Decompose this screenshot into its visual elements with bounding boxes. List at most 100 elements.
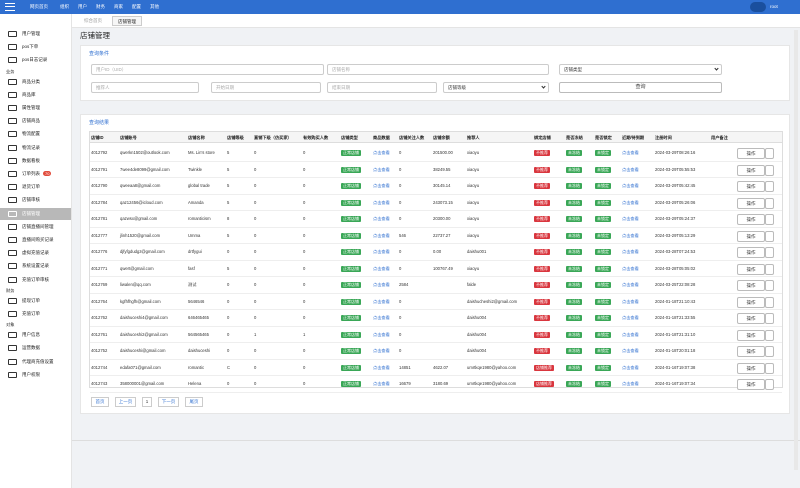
sidebar-item[interactable]: 数据看板	[0, 155, 71, 167]
tab[interactable]: 综合首页	[84, 18, 102, 23]
sidebar-item[interactable]: 属性管理	[0, 102, 71, 114]
view-link[interactable]: 点击查看	[622, 166, 639, 172]
action-button[interactable]: 操作	[737, 164, 765, 176]
action-dropdown[interactable]	[765, 214, 774, 225]
view-link[interactable]: 点击查看	[622, 232, 639, 238]
action-dropdown[interactable]	[765, 313, 774, 324]
pagination-button[interactable]: 上一页	[115, 397, 136, 407]
sidebar-item[interactable]: 代理商充值设置	[0, 356, 71, 368]
sidebar-item[interactable]: 物流配置	[0, 128, 71, 140]
nav-menu-item[interactable]: 组织	[60, 4, 69, 9]
action-dropdown[interactable]	[765, 362, 774, 374]
sidebar-item[interactable]: 店铺管理	[0, 207, 71, 220]
action-dropdown[interactable]	[765, 329, 774, 341]
chat-icon[interactable]	[750, 2, 766, 12]
sidebar-item[interactable]: 退货订单	[0, 181, 71, 193]
view-link[interactable]: 点击查看	[373, 282, 390, 287]
view-link[interactable]: 点击查看	[373, 166, 390, 172]
action-dropdown[interactable]	[765, 247, 774, 258]
view-link[interactable]: 点击查看	[373, 265, 390, 271]
pagination-button[interactable]: 下一页	[158, 397, 179, 407]
sidebar-item[interactable]: 用户信息	[0, 329, 71, 341]
view-link[interactable]: 点击查看	[373, 232, 390, 238]
view-link[interactable]: 点击查看	[373, 249, 390, 254]
action-button[interactable]: 操作	[737, 329, 765, 341]
sidebar-item[interactable]: 订单列表 70	[0, 168, 71, 180]
sidebar-item[interactable]: 运营数据	[0, 342, 71, 354]
view-link[interactable]: 点击查看	[622, 183, 639, 188]
action-dropdown[interactable]	[765, 230, 774, 242]
view-link[interactable]: 点击查看	[622, 150, 639, 155]
action-button[interactable]: 操作	[737, 181, 765, 192]
action-dropdown[interactable]	[765, 280, 774, 291]
view-link[interactable]: 点击查看	[622, 199, 639, 205]
view-link[interactable]: 点击查看	[622, 282, 639, 287]
text-input[interactable]: 结束日期	[327, 82, 437, 93]
action-dropdown[interactable]	[765, 197, 774, 209]
sidebar-item[interactable]: 提现订单	[0, 295, 71, 307]
text-input[interactable]: 用户ID（UID）	[91, 64, 324, 75]
view-link[interactable]: 点击查看	[373, 364, 390, 370]
sidebar-item[interactable]: 虚拟充值记录	[0, 247, 71, 259]
select[interactable]: 店铺等级	[443, 82, 549, 93]
text-input[interactable]: 店铺名称	[327, 64, 549, 75]
view-link[interactable]: 点击查看	[622, 265, 639, 271]
view-link[interactable]: 点击查看	[373, 199, 390, 205]
sidebar-item[interactable]: 商品分类	[0, 76, 71, 88]
view-link[interactable]: 点击查看	[622, 249, 639, 254]
sidebar-item[interactable]: 充值订单审核	[0, 274, 71, 286]
sidebar-item[interactable]: pos下单	[0, 41, 71, 53]
action-dropdown[interactable]	[765, 148, 774, 159]
view-link[interactable]: 点击查看	[373, 381, 390, 386]
view-link[interactable]: 点击查看	[622, 298, 639, 304]
search-button[interactable]: 查询	[559, 82, 722, 93]
sidebar-item[interactable]: 用户权限	[0, 369, 71, 381]
nav-menu-item[interactable]: 商家	[114, 4, 123, 9]
sidebar-item[interactable]: 店铺直播间管理	[0, 221, 71, 233]
action-button[interactable]: 操作	[737, 296, 765, 308]
tab[interactable]: 店铺管理	[112, 16, 142, 26]
action-dropdown[interactable]	[765, 181, 774, 192]
sidebar-item[interactable]: 店铺审核	[0, 194, 71, 206]
view-link[interactable]: 点击查看	[622, 364, 639, 370]
sidebar-item[interactable]: 用户管理	[0, 28, 71, 40]
text-input[interactable]: 开始日期	[211, 82, 321, 93]
action-dropdown[interactable]	[765, 379, 774, 390]
action-button[interactable]: 操作	[737, 247, 765, 258]
view-link[interactable]: 点击查看	[373, 216, 390, 221]
action-button[interactable]: 操作	[737, 346, 765, 357]
action-button[interactable]: 操作	[737, 230, 765, 242]
action-button[interactable]: 操作	[737, 214, 765, 225]
view-link[interactable]: 点击查看	[373, 183, 390, 188]
pagination-button[interactable]: 首页	[91, 397, 109, 407]
sidebar-item[interactable]: 直播间购买记录	[0, 234, 71, 246]
action-button[interactable]: 操作	[737, 313, 765, 324]
pagination-button[interactable]: 1	[142, 397, 152, 407]
select[interactable]: 店铺类型	[559, 64, 722, 75]
menu-toggle[interactable]	[5, 3, 15, 11]
nav-menu-item[interactable]: 其他	[150, 4, 159, 9]
view-link[interactable]: 点击查看	[373, 331, 390, 337]
view-link[interactable]: 点击查看	[622, 381, 639, 386]
view-link[interactable]: 点击查看	[373, 298, 390, 304]
view-link[interactable]: 点击查看	[373, 150, 390, 155]
action-button[interactable]: 操作	[737, 148, 765, 159]
sidebar-item[interactable]: 充值订单	[0, 308, 71, 320]
sidebar-item[interactable]: 系统设置记录	[0, 260, 71, 272]
action-button[interactable]: 操作	[737, 362, 765, 374]
sidebar-item[interactable]: 物流记录	[0, 142, 71, 154]
action-dropdown[interactable]	[765, 296, 774, 308]
view-link[interactable]: 点击查看	[622, 348, 639, 353]
pagination-button[interactable]: 尾页	[185, 397, 203, 407]
sidebar-item[interactable]: pos日志记录	[0, 54, 71, 66]
action-dropdown[interactable]	[765, 164, 774, 176]
text-input[interactable]: 推荐人	[91, 82, 199, 93]
user-menu[interactable]: root	[770, 4, 778, 9]
action-dropdown[interactable]	[765, 263, 774, 275]
nav-menu-item[interactable]: 用户	[78, 4, 87, 9]
view-link[interactable]: 点击查看	[622, 331, 639, 337]
action-button[interactable]: 操作	[737, 197, 765, 209]
action-button[interactable]: 操作	[737, 280, 765, 291]
view-link[interactable]: 点击查看	[373, 348, 390, 353]
action-dropdown[interactable]	[765, 346, 774, 357]
